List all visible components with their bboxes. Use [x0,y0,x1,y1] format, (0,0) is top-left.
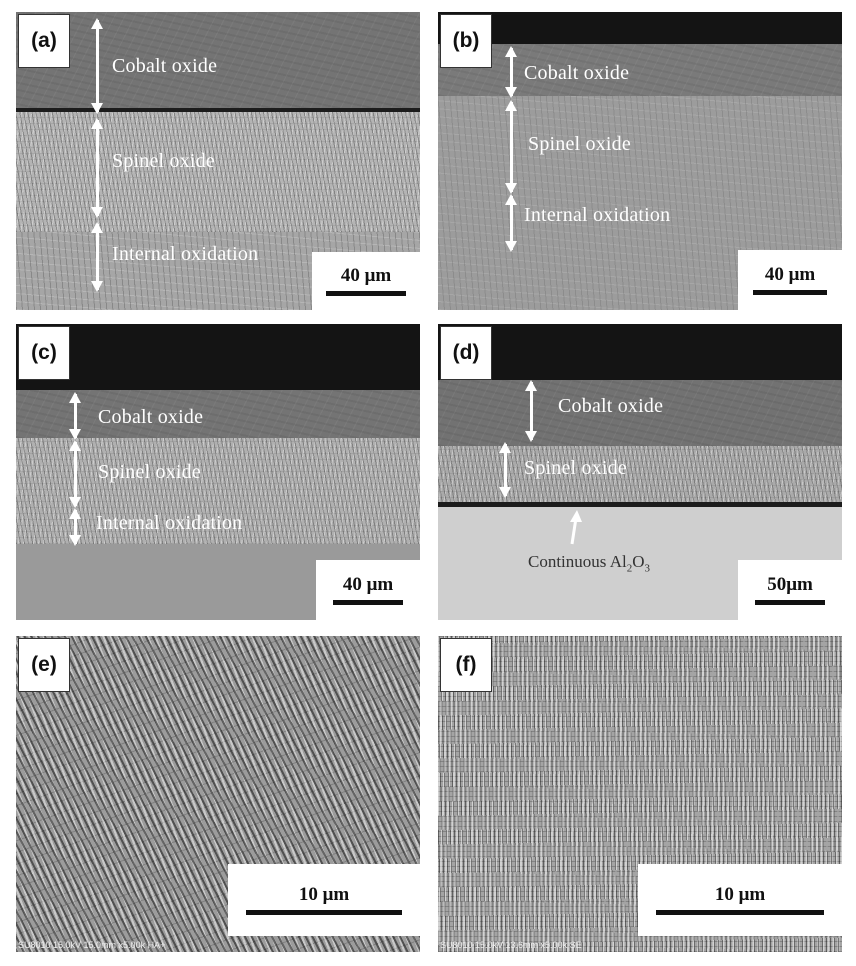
sem-info-bar: SU8010 15.0kV 13.6mm x5.00k SE [440,940,582,950]
scale-bar [246,909,402,915]
scale-bar [753,289,827,295]
panel-tag: (e) [18,638,70,692]
scale-bar [755,599,825,605]
spinel-oxide-label: Spinel oxide [112,150,215,172]
thickness-arrow [69,508,81,546]
thickness-arrow [505,194,517,252]
cobalt-oxide-texture [438,44,842,96]
panel-tag: (b) [440,14,492,68]
thickness-arrow [525,380,537,442]
scale-bar [333,599,403,605]
panel-e: (e) 10 μm SU8010 15.0kV 15.0mm x5.00k HA… [16,636,420,952]
internal-oxidation-label: Internal oxidation [524,204,671,226]
thickness-arrow [91,118,103,218]
panel-f: (f) 10 μm SU8010 15.0kV 13.6mm x5.00k SE [438,636,842,952]
cobalt-oxide-label: Cobalt oxide [558,395,664,417]
panel-tag: (f) [440,638,492,692]
thickness-arrow [505,100,517,194]
cobalt-oxide-label: Cobalt oxide [112,55,218,77]
panel-tag: (a) [18,14,70,68]
void-region [16,324,420,392]
void-region [438,12,842,46]
alumina-scale-line [438,502,842,507]
oxide-interface-crack [16,108,420,112]
thickness-arrow [91,222,103,292]
scale-bar-box: 40 μm [312,252,420,310]
spinel-oxide-label: Spinel oxide [524,457,627,479]
spinel-oxide-label: Spinel oxide [98,461,201,483]
cobalt-oxide-layer [438,380,842,446]
scale-bar-label: 10 μm [298,884,350,906]
panel-d: (d) Cobalt oxide Spinel oxide Continuous… [438,324,842,620]
thickness-arrow [69,392,81,440]
cobalt-oxide-texture [438,380,842,446]
cobalt-oxide-label: Cobalt oxide [524,62,630,84]
spinel-texture [16,112,420,232]
scale-bar-box: 40 μm [738,250,842,310]
cobalt-oxide-label: Cobalt oxide [98,406,204,428]
void-region [438,324,842,382]
internal-oxidation-label: Internal oxidation [96,512,243,534]
cobalt-oxide-texture [16,12,420,112]
scale-bar-box: 40 μm [316,560,420,620]
sem-info-bar: SU8010 15.0kV 15.0mm x5.00k HA+ [18,940,166,950]
panel-tag: (d) [440,326,492,380]
panel-tag: (c) [18,326,70,380]
pointer-arrow [570,510,582,545]
scale-bar-box: 10 μm [638,864,842,936]
scale-bar-box: 50μm [738,560,842,620]
thickness-arrow [505,46,517,98]
thickness-arrow [499,442,511,498]
alumina-label: Continuous Al2O3 [528,552,650,575]
spinel-oxide-label: Spinel oxide [528,133,631,155]
internal-oxidation-label: Internal oxidation [112,243,259,265]
cobalt-oxide-layer [16,12,420,112]
cobalt-oxide-texture [16,390,420,438]
spinel-texture [16,438,420,544]
spinel-oxide-layer [16,438,420,544]
scale-bar-label: 10 μm [714,884,766,906]
thickness-arrow [91,18,103,114]
scale-bar-label: 40 μm [764,264,816,286]
panel-a: (a) Cobalt oxide Spinel oxide Internal o… [16,12,420,310]
scale-bar [656,909,824,915]
scale-bar-label: 40 μm [342,574,394,596]
panel-b: (b) Cobalt oxide Spinel oxide Internal o… [438,12,842,310]
scale-bar [326,290,406,296]
thickness-arrow [69,440,81,508]
scale-bar-label: 50μm [767,574,813,596]
spinel-oxide-layer [16,112,420,232]
cobalt-oxide-layer [16,390,420,438]
scale-bar-box: 10 μm [228,864,420,936]
scale-bar-label: 40 μm [340,265,392,287]
panel-c: (c) Cobalt oxide Spinel oxide Internal o… [16,324,420,620]
